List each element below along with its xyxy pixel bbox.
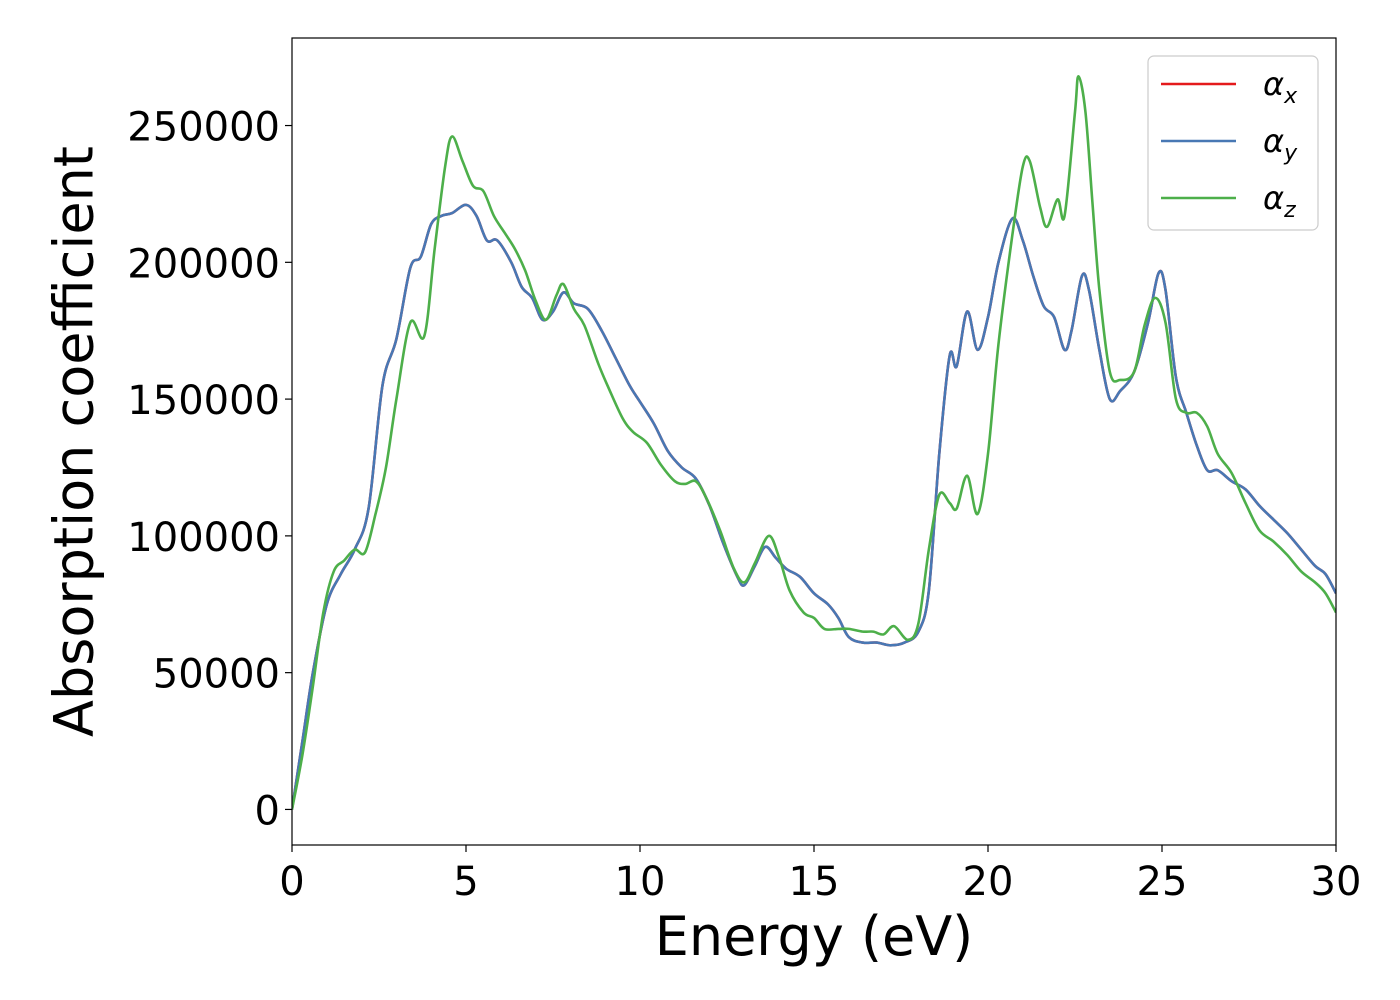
legend-label-z: αz [1263,179,1296,223]
x-tick-label: 20 [963,859,1014,905]
y-tick-label: 200000 [127,241,280,287]
x-tick-label: 15 [789,859,840,905]
series-layer [292,75,1336,810]
series-line-z [292,75,1336,810]
y-tick-label: 100000 [127,515,280,561]
x-tick-label: 5 [453,859,478,905]
x-tick-label: 25 [1137,859,1188,905]
series-line-x [292,203,1336,810]
y-axis-label: Absorption coefficient [43,146,106,737]
x-axis: 0 5 10 15 20 25 30 [279,845,1361,905]
y-tick-label: 250000 [127,105,280,151]
legend: αx αy αz [1147,55,1319,231]
legend-label-y: αy [1263,122,1298,166]
y-tick-label: 150000 [127,378,280,424]
series-line-y [292,203,1336,810]
y-tick-label: 50000 [153,652,280,698]
x-tick-label: 30 [1311,859,1362,905]
y-tick-label: 0 [255,788,280,834]
x-tick-label: 0 [279,859,304,905]
x-axis-label: Energy (eV) [655,905,974,968]
x-tick-label: 10 [615,859,666,905]
legend-box [1147,55,1319,231]
legend-label-x: αx [1263,65,1298,109]
y-axis: 0 50000 100000 150000 200000 250000 [127,105,292,834]
